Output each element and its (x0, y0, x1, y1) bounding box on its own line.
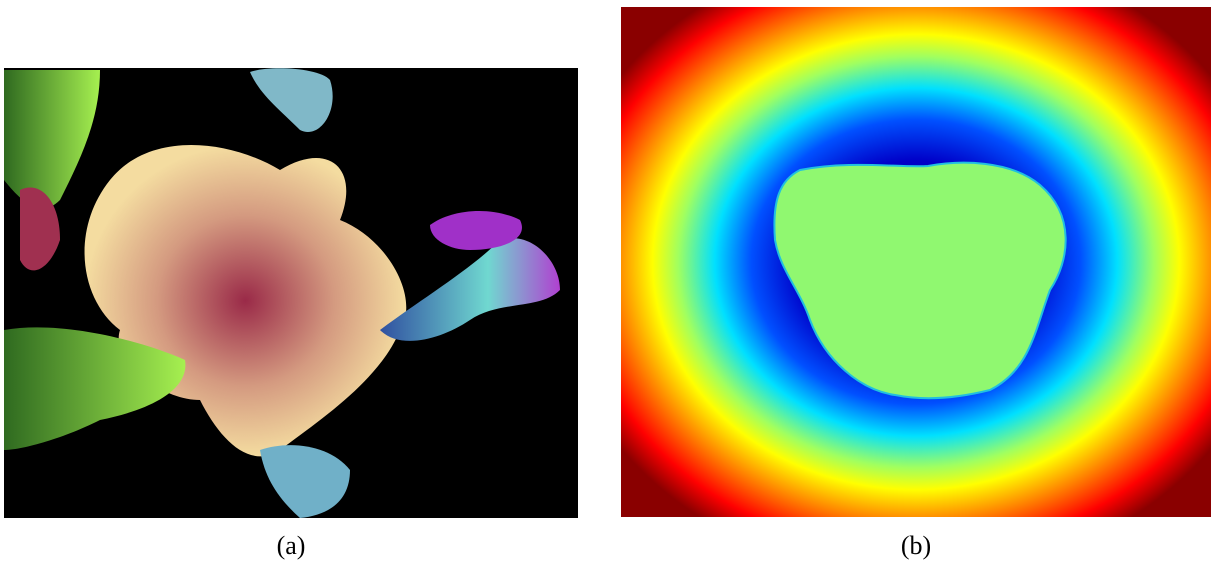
distance-map-image (621, 7, 1211, 517)
caption: (a) (277, 531, 306, 560)
fractal-image (4, 68, 578, 518)
caption: (b) (901, 531, 931, 560)
